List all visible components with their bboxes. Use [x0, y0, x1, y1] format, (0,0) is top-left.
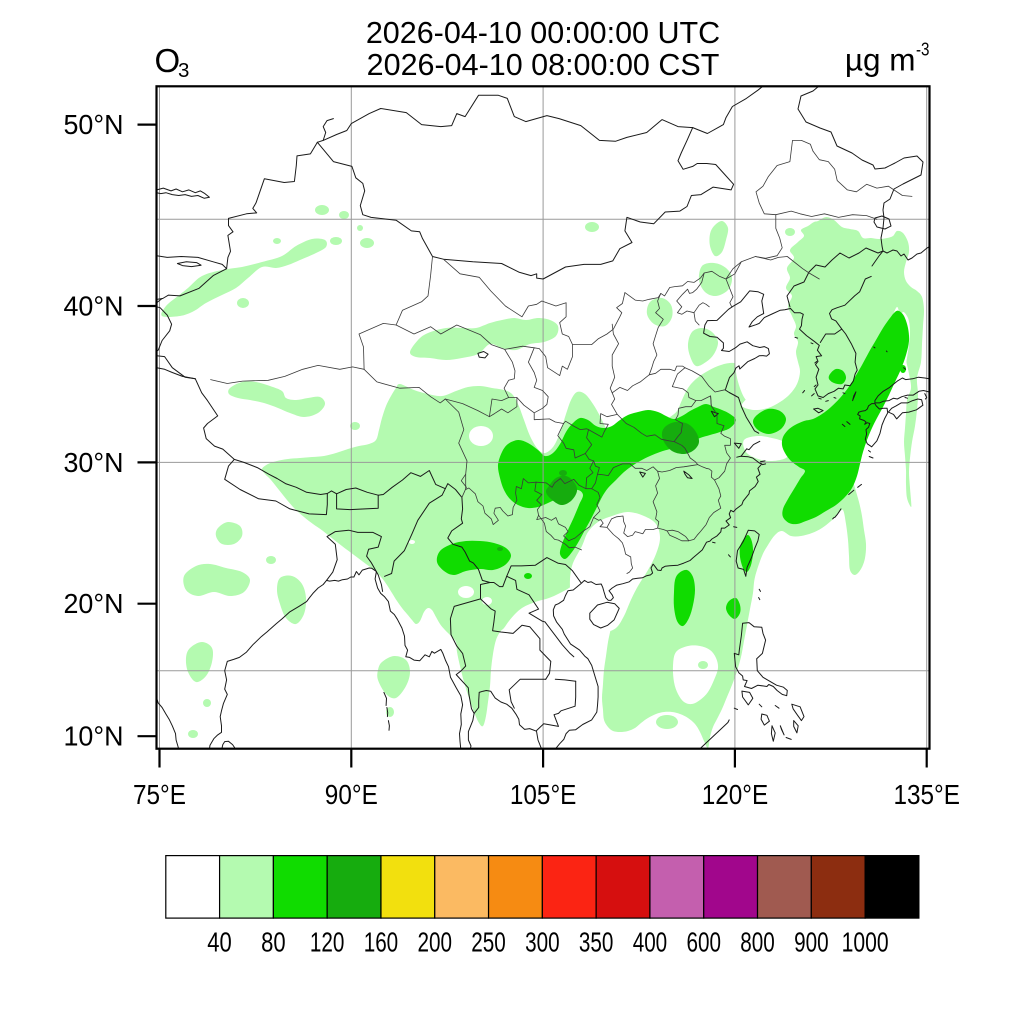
svg-text:120°E: 120°E	[702, 779, 769, 810]
svg-text:600: 600	[687, 927, 722, 958]
svg-text:105°E: 105°E	[510, 779, 577, 810]
svg-text:1000: 1000	[842, 927, 889, 958]
svg-text:40°N: 40°N	[64, 290, 124, 321]
svg-text:µg m: µg m	[845, 42, 916, 78]
svg-text:2026-04-10 00:00:00 UTC: 2026-04-10 00:00:00 UTC	[366, 16, 720, 50]
svg-text:300: 300	[525, 927, 560, 958]
svg-text:400: 400	[633, 927, 668, 958]
svg-text:50°N: 50°N	[64, 109, 124, 140]
svg-text:350: 350	[579, 927, 614, 958]
svg-text:800: 800	[740, 927, 775, 958]
svg-text:40: 40	[207, 927, 232, 958]
svg-text:250: 250	[471, 927, 506, 958]
svg-text:2026-04-10 08:00:00 CST: 2026-04-10 08:00:00 CST	[367, 48, 720, 82]
svg-text:10°N: 10°N	[64, 721, 124, 752]
svg-text:20°N: 20°N	[64, 588, 124, 619]
svg-text:3: 3	[178, 59, 189, 82]
svg-text:200: 200	[418, 927, 453, 958]
svg-text:75°E: 75°E	[133, 779, 186, 810]
svg-text:90°E: 90°E	[325, 779, 378, 810]
svg-text:120: 120	[310, 927, 345, 958]
svg-text:30°N: 30°N	[64, 447, 124, 478]
svg-text:135°E: 135°E	[894, 779, 961, 810]
svg-text:160: 160	[364, 927, 399, 958]
svg-text:900: 900	[794, 927, 829, 958]
svg-text:O: O	[155, 42, 181, 79]
svg-text:80: 80	[261, 927, 286, 958]
svg-text:-3: -3	[916, 39, 930, 60]
